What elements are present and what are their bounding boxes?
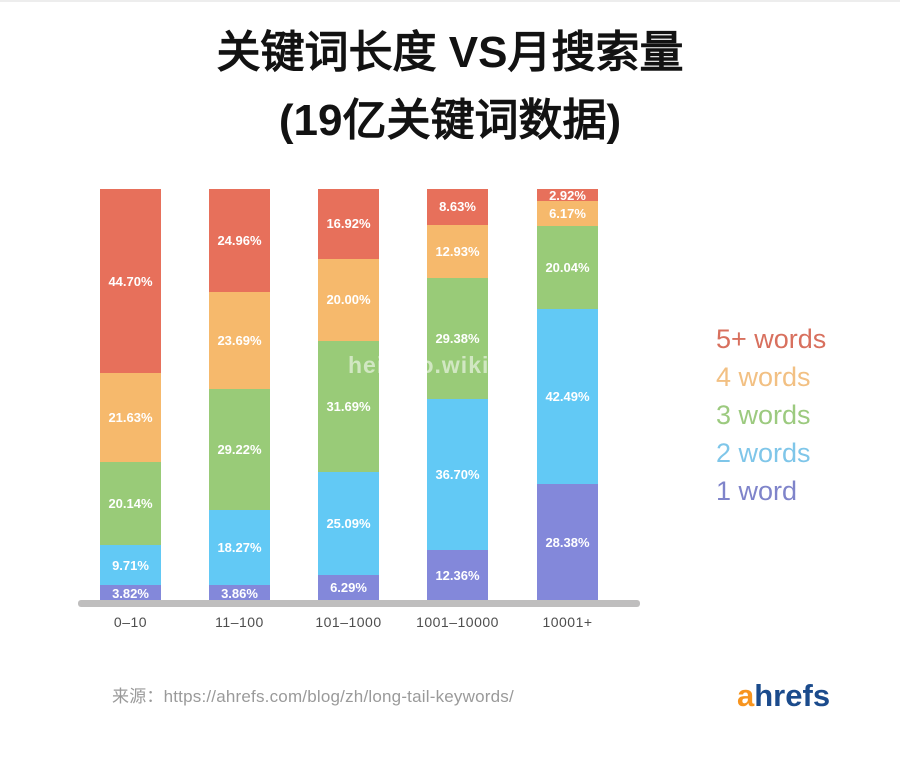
x-axis-label: 11–100 (215, 614, 264, 630)
bar-segment: 29.22% (209, 389, 270, 510)
bar-segment: 44.70% (100, 189, 161, 374)
bar-segment: 8.63% (427, 189, 488, 225)
segment-value-label: 16.92% (326, 216, 371, 232)
bar-segment: 6.17% (537, 201, 598, 227)
segment-value-label: 42.49% (545, 389, 590, 404)
bar-segment: 20.14% (100, 462, 161, 546)
title-block: 关键词长度 VS月搜索量 (19亿关键词数据) (0, 26, 900, 148)
bar-segment: 21.63% (100, 373, 161, 463)
page-title: 关键词长度 VS月搜索量 (216, 28, 684, 77)
bar-column: 8.63% 12.93% 29.38% 36.70% 12.36% (427, 189, 488, 601)
segment-value-label: 9.71% (112, 557, 149, 573)
segment-value-label: 20.00% (326, 292, 371, 308)
bar-segment: 12.36% (427, 550, 488, 601)
watermark-text: heimao.wiki (348, 352, 490, 378)
bar-segment: 2.92% (537, 187, 598, 203)
bar-segment: 25.09% (318, 471, 379, 576)
segment-value-label: 36.70% (435, 466, 480, 482)
bar-segment: 12.93% (427, 224, 488, 278)
ahrefs-logo-hrefs: hrefs (754, 678, 831, 713)
ahrefs-logo: ahrefs (737, 678, 830, 714)
bar-segment: 20.04% (537, 226, 598, 309)
bar-segment: 18.27% (209, 509, 270, 586)
bar-segment: 9.71% (100, 545, 161, 586)
segment-value-label: 29.22% (217, 442, 262, 458)
bar-segment: 36.70% (427, 398, 488, 551)
segment-value-label: 21.63% (108, 410, 153, 426)
bar-segment: 3.86% (209, 585, 270, 601)
bar-segment: 31.69% (318, 341, 379, 472)
bar-segment: 28.38% (537, 484, 598, 601)
segment-value-label: 3.86% (221, 585, 258, 601)
segment-value-label: 44.70% (108, 273, 153, 289)
bar-column: 16.92% 20.00% 31.69% 25.09% 6.29% (318, 189, 379, 601)
segment-value-label: 6.17% (549, 206, 586, 222)
legend-item: 3 words (716, 399, 811, 430)
segment-value-label: 12.93% (435, 243, 480, 259)
chart-legend: 5+ words 4 words 3 words 2 words 1 word (716, 320, 826, 510)
x-axis-baseline (78, 600, 640, 607)
page-subtitle: (19亿关键词数据) (278, 96, 622, 145)
x-axis-label: 1001–10000 (416, 614, 499, 630)
segment-value-label: 20.14% (108, 496, 153, 512)
bar-segment: 42.49% (537, 308, 598, 485)
bar-column: 2.92% 6.17% 20.04% 42.49% 28.38% (537, 189, 598, 601)
segment-value-label: 2.92% (549, 187, 586, 203)
segment-value-label: 18.27% (217, 539, 262, 555)
legend-item: 1 word (716, 475, 798, 506)
segment-value-label: 6.29% (330, 580, 367, 596)
segment-value-label: 20.04% (545, 260, 590, 276)
legend-item: 5+ words (716, 323, 827, 354)
x-axis-label: 101–1000 (315, 614, 382, 630)
bar-segment: 20.00% (318, 258, 379, 342)
segment-value-label: 12.36% (435, 568, 480, 583)
top-border-line (0, 0, 900, 2)
segment-value-label: 23.69% (217, 333, 262, 349)
bar-segment: 23.69% (209, 291, 270, 390)
segment-value-label: 25.09% (326, 515, 371, 531)
segment-value-label: 8.63% (439, 199, 476, 215)
bar-column: 44.70% 21.63% 20.14% 9.71% 3.82% (100, 189, 161, 601)
bar-column: 24.96% 23.69% 29.22% 18.27% 3.86% (209, 189, 270, 601)
x-axis-label: 10001+ (542, 614, 593, 630)
source-text: 来源：https://ahrefs.com/blog/zh/long-tail-… (112, 687, 514, 706)
ahrefs-logo-a: a (737, 678, 755, 713)
bar-segment: 16.92% (318, 189, 379, 259)
segment-value-label: 28.38% (545, 534, 590, 550)
x-axis-label: 0–10 (113, 614, 148, 630)
segment-value-label: 29.38% (435, 330, 480, 346)
legend-item: 4 words (716, 361, 811, 392)
bar-segment: 3.82% (100, 585, 161, 601)
segment-value-label: 24.96% (217, 232, 262, 248)
bar-segment: 6.29% (318, 575, 379, 601)
plot-area: 44.70% 21.63% 20.14% 9.71% 3.82% 24.96% 23.69%… (0, 189, 900, 601)
legend-item: 2 words (716, 437, 811, 468)
segment-value-label: 3.82% (112, 585, 149, 601)
bar-segment: 24.96% (209, 189, 270, 292)
segment-value-label: 31.69% (326, 398, 371, 414)
bar-segment: 29.38% (427, 277, 488, 399)
